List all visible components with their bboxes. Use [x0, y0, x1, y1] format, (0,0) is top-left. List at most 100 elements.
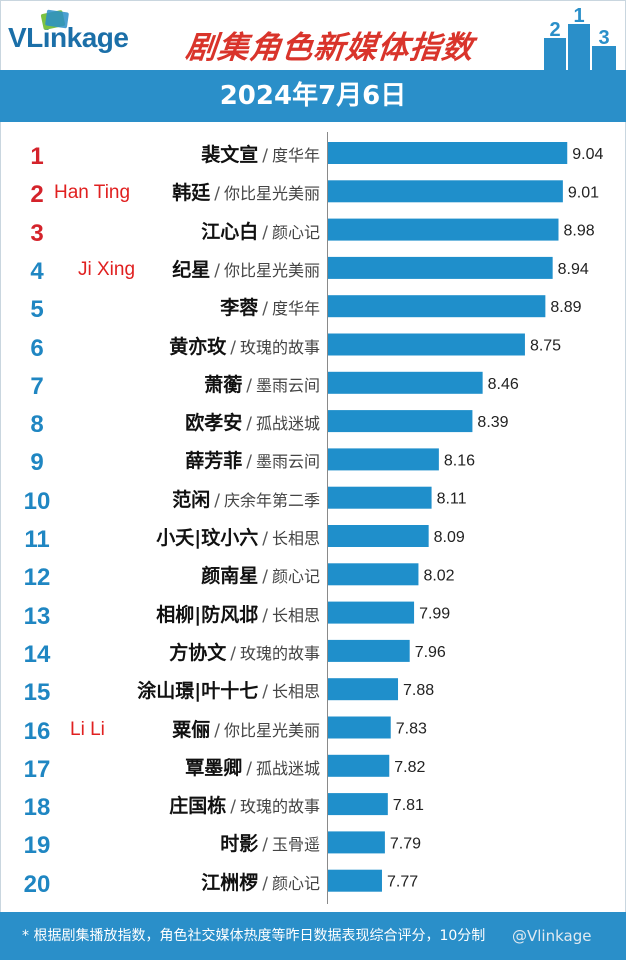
show-title: 玉骨遥 — [271, 835, 320, 855]
ranking-row: 16 Li Li 粟俪 / 你比星光美丽 — [0, 711, 626, 749]
show-title: 玫瑰的故事 — [239, 797, 320, 817]
bar-value-label: 8.09 — [434, 529, 465, 546]
bar-value-label: 7.82 — [394, 759, 425, 776]
character-name: 黄亦玫 — [169, 335, 227, 358]
bar — [328, 256, 553, 279]
row-label: 黄亦玫 / 玫瑰的故事 — [169, 328, 320, 367]
podium-icon: 2 1 3 — [544, 8, 616, 72]
separator: / — [214, 720, 220, 741]
row-label: 相柳|防风邶 / 长相思 — [156, 596, 320, 635]
separator: / — [230, 643, 236, 664]
separator: / — [262, 146, 268, 166]
character-name: 相柳|防风邶 — [156, 603, 259, 626]
ranking-row: 9 薛芳菲 / 墨雨云间 — [0, 442, 626, 480]
bar — [328, 525, 429, 547]
chart-date: 2024年7月6日 — [219, 81, 407, 111]
show-title: 你比星光美丽 — [223, 260, 320, 280]
character-name: 方协文 — [169, 641, 227, 664]
rank-number: 2 — [30, 181, 44, 209]
show-title: 墨雨云间 — [255, 375, 320, 395]
character-name: 粟俪 — [172, 718, 211, 741]
bar — [328, 218, 559, 241]
row-label: 薛芳菲 / 墨雨云间 — [185, 442, 320, 481]
show-title: 孤战迷城 — [255, 414, 320, 434]
character-name: 萧蘅 — [204, 373, 243, 396]
show-title: 玫瑰的故事 — [239, 337, 320, 357]
ranking-row: 12 颜南星 / 颜心记 — [0, 557, 626, 595]
separator: / — [230, 797, 236, 818]
rank-number: 1 — [30, 143, 44, 170]
bar — [328, 754, 390, 777]
ranking-row: 19 时影 / 玉骨遥 — [0, 825, 626, 863]
ranking-row: 5 李蓉 / 度华年 — [0, 289, 626, 327]
show-title: 你比星光美丽 — [223, 184, 320, 204]
bar-value-label: 8.16 — [444, 452, 475, 469]
row-label: 李蓉 / 度华年 — [220, 289, 320, 328]
row-label: 韩廷 / 你比星光美丽 — [172, 174, 320, 213]
rank-number: 8 — [30, 411, 44, 439]
rank-number: 7 — [30, 372, 44, 400]
bar — [328, 180, 563, 203]
character-name: 江心白 — [201, 220, 259, 243]
english-name-annotation: Ji Xing — [78, 258, 136, 280]
separator: / — [262, 835, 268, 856]
separator: / — [214, 260, 220, 281]
show-title: 长相思 — [271, 529, 320, 548]
row-label: 萧蘅 / 墨雨云间 — [204, 366, 320, 405]
logo-cards-icon — [40, 9, 69, 30]
english-name-annotation: Li Li — [70, 718, 105, 740]
separator: / — [262, 567, 268, 588]
character-name: 时影 — [220, 833, 259, 856]
bar-value-label: 7.96 — [415, 644, 446, 661]
bar-value-label: 7.99 — [419, 606, 450, 623]
bar — [328, 410, 473, 433]
ranking-row: 3 江心白 / 颜心记 — [0, 213, 626, 251]
bar-value-label: 7.88 — [403, 682, 434, 699]
rank-number: 20 — [23, 870, 51, 898]
ranking-row: 7 萧蘅 / 墨雨云间 — [0, 366, 626, 404]
rank-number: 9 — [30, 449, 44, 477]
bar — [328, 869, 382, 892]
rank-number: 10 — [23, 487, 51, 515]
bar-value-label: 9.04 — [572, 146, 603, 163]
character-name: 韩廷 — [172, 182, 211, 205]
row-label: 覃墨卿 / 孤战迷城 — [185, 749, 320, 788]
ranking-row: 17 覃墨卿 / 孤战迷城 — [0, 749, 626, 787]
row-label: 涂山璟|叶十七 / 长相思 — [137, 672, 320, 711]
ranking-row: 11 小夭|玟小六 / 长相思 — [0, 519, 626, 557]
character-name: 李蓉 — [220, 297, 259, 320]
bar-value-label: 7.83 — [396, 721, 427, 738]
rank-number: 12 — [23, 564, 51, 592]
show-title: 度华年 — [271, 299, 320, 319]
rank-number: 5 — [30, 296, 44, 324]
character-name: 颜南星 — [201, 565, 259, 588]
ranking-row: 15 涂山璟|叶十七 / 长相思 — [0, 672, 626, 710]
ranking-row: 4 Ji Xing 纪星 / 你比星光美丽 — [0, 251, 626, 289]
bar — [328, 793, 388, 816]
bar-value-label: 7.81 — [393, 797, 424, 814]
row-label: 方协文 / 玫瑰的故事 — [169, 634, 320, 673]
show-title: 长相思 — [271, 682, 320, 702]
bar-value-label: 7.79 — [390, 835, 421, 852]
character-name: 裴文宣 — [201, 144, 259, 166]
ranking-row: 1 裴文宣 / 度华年 — [0, 136, 626, 174]
rank-number: 14 — [23, 640, 51, 668]
character-name: 纪星 — [172, 258, 211, 281]
row-label: 小夭|玟小六 / 长相思 — [156, 519, 320, 558]
rank-number: 16 — [23, 717, 51, 745]
bar — [328, 486, 432, 509]
row-label: 纪星 / 你比星光美丽 — [172, 251, 320, 290]
row-label: 欧孝安 / 孤战迷城 — [185, 404, 320, 443]
separator: / — [214, 184, 220, 205]
bar-value-label: 8.39 — [477, 414, 508, 431]
show-title: 颜心记 — [271, 222, 320, 242]
rank-number: 17 — [23, 755, 51, 783]
show-title: 颜心记 — [271, 873, 320, 893]
character-name: 薛芳菲 — [185, 450, 243, 473]
bar-value-label: 8.89 — [550, 299, 581, 316]
row-label: 时影 / 玉骨遥 — [220, 825, 320, 864]
ranking-row: 14 方协文 / 玫瑰的故事 — [0, 634, 626, 672]
bar — [328, 716, 391, 739]
ranking-row: 6 黄亦玫 / 玫瑰的故事 — [0, 328, 626, 366]
